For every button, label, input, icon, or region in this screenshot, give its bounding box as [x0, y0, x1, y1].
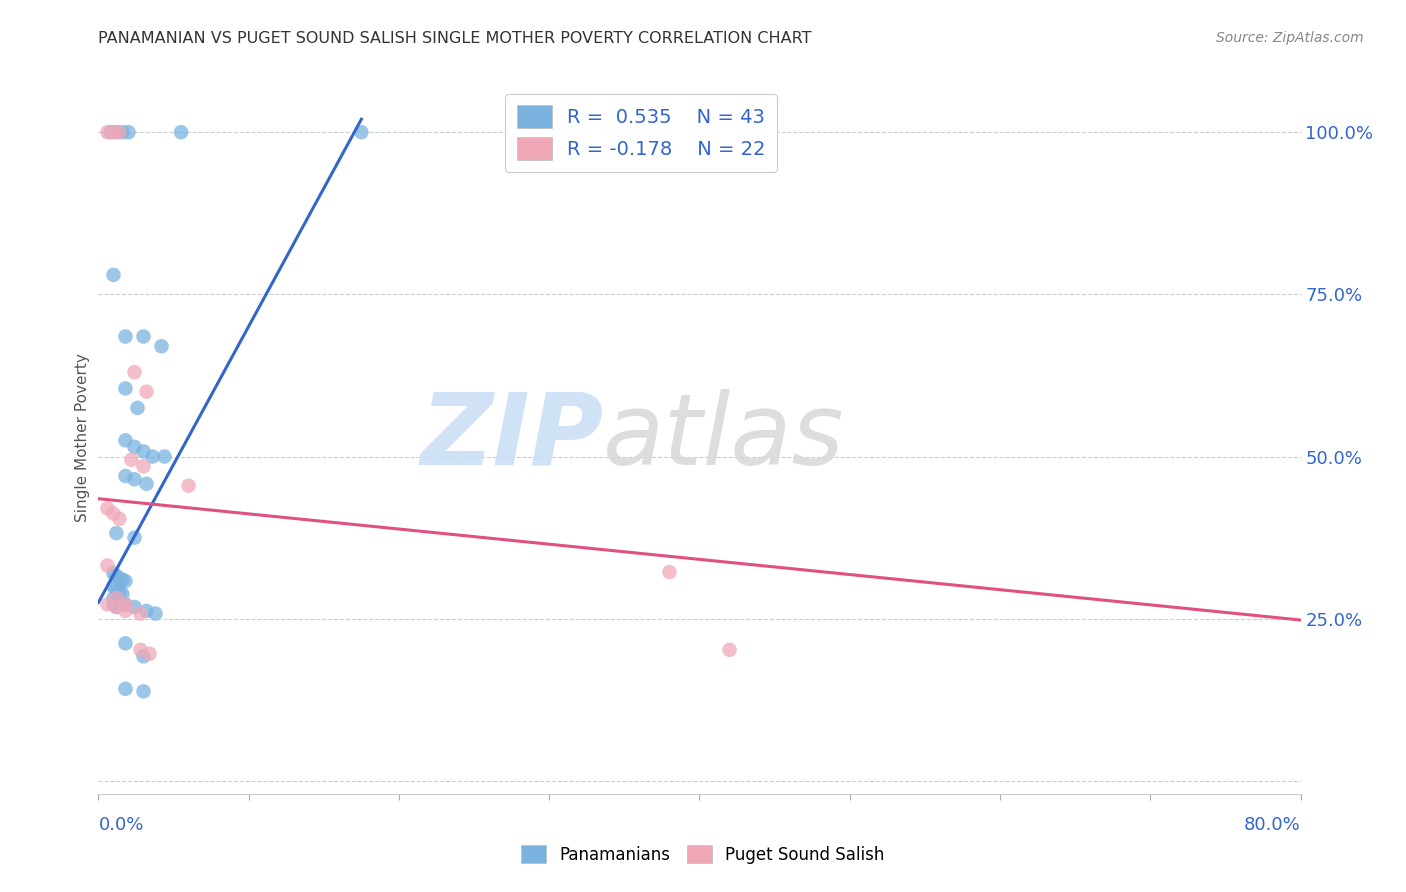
Point — [135, 384, 157, 399]
Point — [350, 125, 373, 139]
Text: atlas: atlas — [603, 389, 845, 485]
Point — [108, 584, 131, 599]
Point — [145, 607, 167, 621]
Point — [114, 469, 136, 483]
Point — [105, 569, 128, 583]
Point — [114, 329, 136, 343]
Point — [105, 582, 128, 596]
Point — [105, 600, 128, 615]
Text: PANAMANIAN VS PUGET SOUND SALISH SINGLE MOTHER POVERTY CORRELATION CHART: PANAMANIAN VS PUGET SOUND SALISH SINGLE … — [98, 31, 811, 46]
Point — [105, 125, 128, 139]
Legend: Panamanians, Puget Sound Salish: Panamanians, Puget Sound Salish — [515, 838, 891, 871]
Text: Source: ZipAtlas.com: Source: ZipAtlas.com — [1216, 31, 1364, 45]
Point — [718, 643, 741, 657]
Point — [114, 434, 136, 448]
Text: 80.0%: 80.0% — [1244, 816, 1301, 834]
Point — [150, 339, 173, 353]
Point — [658, 565, 681, 579]
Point — [103, 579, 125, 593]
Point — [103, 566, 125, 581]
Point — [132, 649, 155, 664]
Point — [129, 643, 152, 657]
Point — [105, 526, 128, 541]
Point — [105, 600, 128, 615]
Point — [100, 125, 122, 139]
Point — [103, 598, 125, 612]
Point — [170, 125, 193, 139]
Point — [153, 450, 176, 464]
Point — [111, 573, 134, 587]
Point — [114, 604, 136, 618]
Point — [108, 572, 131, 586]
Point — [111, 587, 134, 601]
Point — [124, 600, 146, 615]
Legend: R =  0.535    N = 43, R = -0.178    N = 22: R = 0.535 N = 43, R = -0.178 N = 22 — [505, 94, 778, 171]
Point — [114, 381, 136, 395]
Point — [114, 636, 136, 650]
Point — [96, 501, 118, 516]
Point — [114, 681, 136, 696]
Point — [141, 450, 163, 464]
Point — [105, 593, 128, 607]
Point — [132, 459, 155, 474]
Point — [132, 684, 155, 698]
Y-axis label: Single Mother Poverty: Single Mother Poverty — [75, 352, 90, 522]
Point — [114, 574, 136, 588]
Point — [96, 558, 118, 573]
Text: 0.0%: 0.0% — [98, 816, 143, 834]
Point — [138, 647, 160, 661]
Point — [96, 598, 118, 612]
Point — [124, 531, 146, 545]
Point — [124, 472, 146, 486]
Text: ZIP: ZIP — [420, 389, 603, 485]
Point — [135, 604, 157, 618]
Point — [177, 479, 200, 493]
Point — [121, 452, 143, 467]
Point — [114, 598, 136, 612]
Point — [108, 125, 131, 139]
Point — [135, 476, 157, 491]
Point — [124, 365, 146, 379]
Point — [103, 125, 125, 139]
Point — [103, 507, 125, 521]
Point — [117, 125, 139, 139]
Point — [111, 125, 134, 139]
Point — [103, 591, 125, 605]
Point — [124, 440, 146, 454]
Point — [105, 591, 128, 605]
Point — [114, 598, 136, 612]
Point — [132, 444, 155, 458]
Point — [129, 607, 152, 621]
Point — [132, 329, 155, 343]
Point — [127, 401, 149, 415]
Point — [103, 268, 125, 282]
Point — [108, 512, 131, 526]
Point — [96, 125, 118, 139]
